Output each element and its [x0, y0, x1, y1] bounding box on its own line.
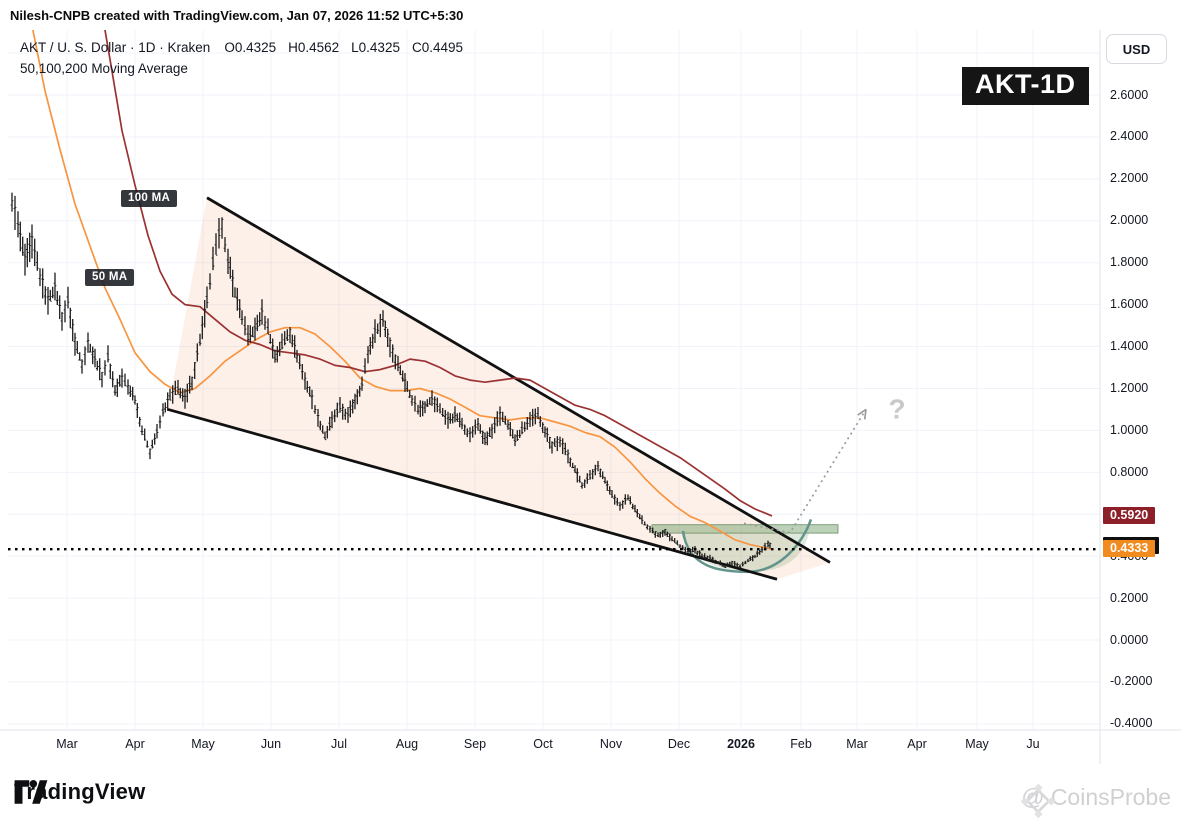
- ohlc-open: O0.4325: [224, 40, 277, 55]
- time-tick-label: Mar: [846, 737, 868, 751]
- line-ma100: [104, 30, 773, 517]
- wedge-upper-trendline[interactable]: [206, 196, 831, 564]
- symbol-title[interactable]: AKT / U. S. Dollar · 1D · Kraken: [20, 40, 211, 55]
- price-tick-label: 0.8000: [1110, 464, 1149, 479]
- grid-lines: [8, 30, 1100, 730]
- tradingview-logo[interactable]: TradingView: [14, 779, 145, 805]
- time-tick-label: Sep: [463, 737, 487, 751]
- time-tick-label: Dec: [667, 737, 691, 751]
- currency-toggle-button[interactable]: USD: [1106, 34, 1167, 64]
- time-tick-label: Jul: [331, 737, 347, 751]
- time-tick-label: Feb: [790, 737, 812, 751]
- wedge-fill: [168, 197, 830, 580]
- time-tick-label: Oct: [533, 737, 553, 751]
- question-mark-annotation[interactable]: ?: [888, 393, 905, 424]
- time-tick-label: Apr: [125, 737, 145, 751]
- ohlc-close: C0.4495: [411, 40, 464, 55]
- time-tick-label: Mar: [56, 737, 78, 751]
- price-tick-label: 0.2000: [1110, 590, 1149, 605]
- price-tick-label: 2.4000: [1110, 129, 1149, 144]
- coinsprobe-watermark: @ CoinsProbe: [1021, 784, 1171, 818]
- ma100-price-badge: 0.5920: [1103, 506, 1156, 524]
- price-tick-label: 2.0000: [1110, 213, 1149, 228]
- time-tick-label: Nov: [599, 737, 623, 751]
- price-tick-label: 1.6000: [1110, 297, 1149, 312]
- price-tick-label: 2.2000: [1110, 171, 1149, 186]
- indicator-title[interactable]: 50,100,200 Moving Average: [20, 61, 188, 76]
- chart-title-badge: AKT-1D: [962, 67, 1089, 105]
- price-tick-label: 1.0000: [1110, 422, 1149, 437]
- coinsprobe-logo-icon: [1021, 784, 1056, 818]
- time-tick-label: Jun: [260, 737, 282, 751]
- resistance-zone: [651, 524, 839, 534]
- time-tick-label: May: [965, 737, 989, 751]
- price-tick-label: -0.4000: [1110, 716, 1153, 731]
- time-tick-label: May: [191, 737, 215, 751]
- tradingview-logo-icon: [14, 780, 48, 804]
- ma50-line-label: 50 MA: [85, 269, 135, 286]
- time-tick-label: Ju: [1026, 737, 1040, 751]
- price-tick-label: 1.2000: [1110, 380, 1149, 395]
- price-tick-label: -0.2000: [1110, 674, 1153, 689]
- wedge-lower-trendline[interactable]: [167, 408, 778, 581]
- ma100-line-label: 100 MA: [121, 190, 178, 207]
- ohlc-low: L0.4325: [351, 40, 400, 55]
- time-tick-label: Apr: [907, 737, 927, 751]
- price-tick-label: 0.0000: [1110, 632, 1149, 647]
- line-ma50: [32, 30, 773, 551]
- ma50-price-badge: 0.4333: [1103, 540, 1156, 558]
- price-tick-label: 2.6000: [1110, 87, 1149, 102]
- ohlc-bars: [10, 192, 772, 569]
- legend: AKT / U. S. Dollar · 1D · Kraken O0.4325 H…: [20, 38, 475, 79]
- attribution-text: Nilesh-CNPB created with TradingView.com…: [10, 8, 464, 23]
- price-tick-label: 1.8000: [1110, 255, 1149, 270]
- price-tick-label: 1.4000: [1110, 339, 1149, 354]
- plot-layer: ?: [8, 30, 1100, 730]
- time-tick-label: 2026: [727, 737, 755, 751]
- time-tick-label: Aug: [395, 737, 419, 751]
- ohlc-high: H0.4562: [288, 40, 340, 55]
